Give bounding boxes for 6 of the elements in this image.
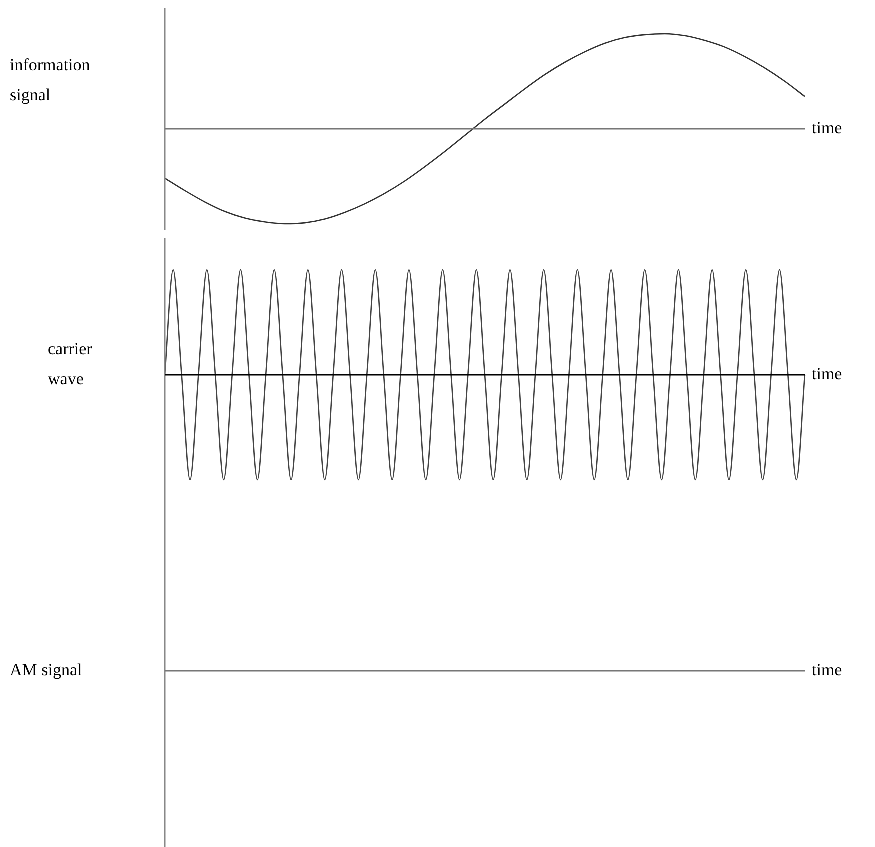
x-axis-title: time	[812, 364, 842, 384]
y-axis-title: information signal	[10, 55, 91, 104]
text: AM signal	[10, 660, 83, 680]
x-axis-title: time	[812, 118, 842, 138]
y-axis-title: carrier wave	[48, 339, 93, 388]
text: time	[812, 660, 842, 680]
